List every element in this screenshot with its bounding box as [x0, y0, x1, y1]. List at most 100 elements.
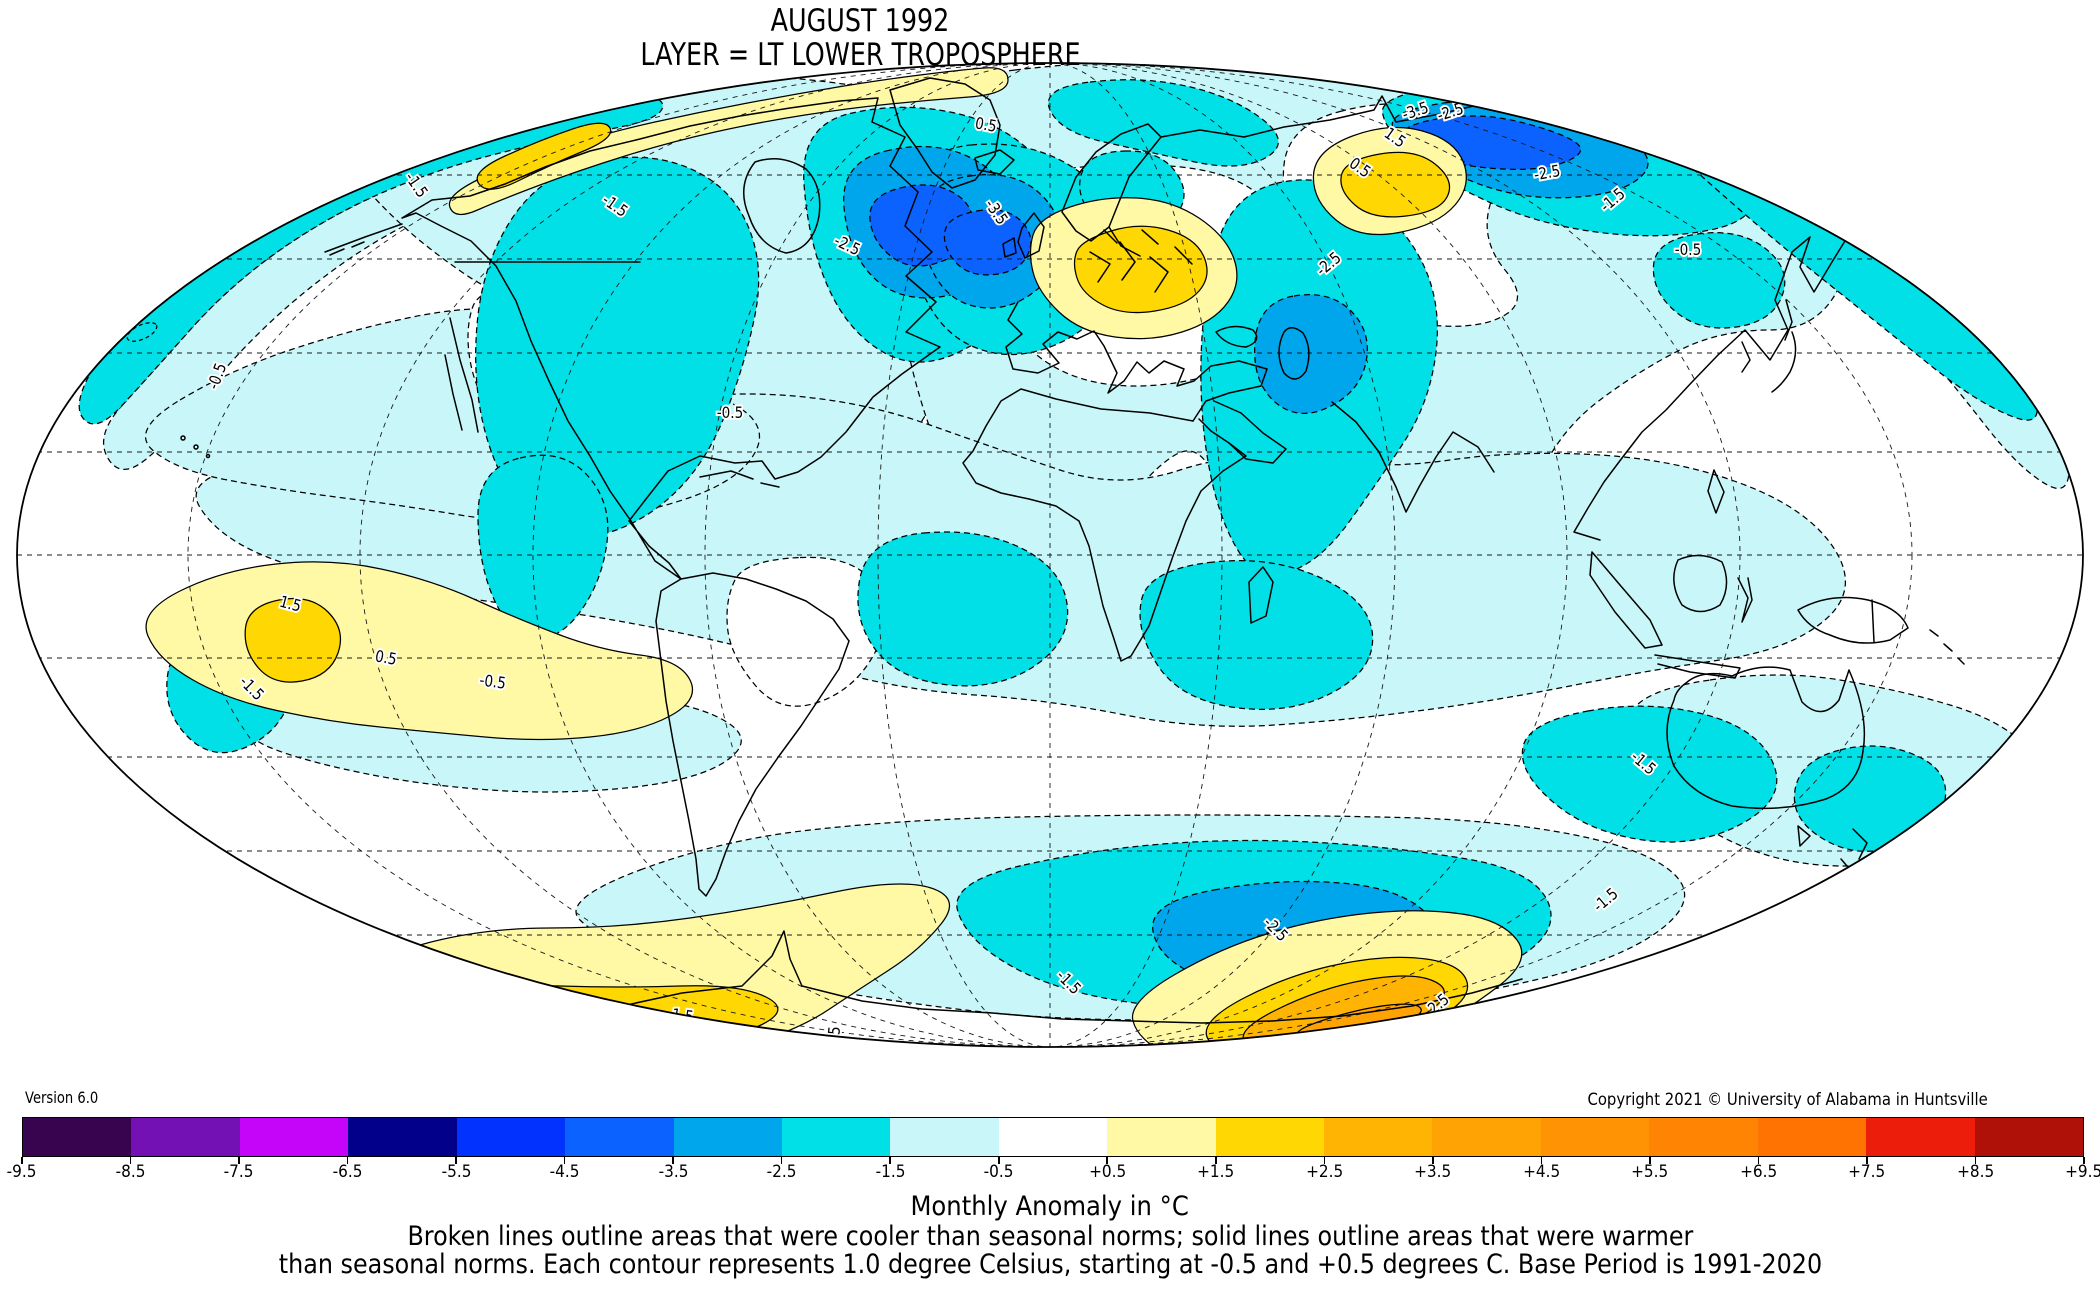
coast-india [1331, 401, 1495, 513]
colorbar-tick-label: +8.5 [1956, 1162, 1995, 1182]
coast-baja [444, 317, 479, 433]
coast-asia-east [1573, 211, 1879, 541]
coast-philippines [1707, 469, 1725, 514]
colorbar-segment [673, 1118, 782, 1156]
cool-anomaly-region [1652, 232, 1786, 329]
colorbar-segment [348, 1118, 457, 1156]
colorbar-segment [1866, 1118, 1975, 1156]
colorbar-segment [1540, 1118, 1650, 1156]
colorbar-tick [1106, 1157, 1109, 1164]
contour-label: 3.5 [1357, 1037, 1382, 1059]
colorbar-tick [1432, 1157, 1434, 1164]
colorbar-segment [239, 1118, 349, 1156]
colorbar-tick-label: +0.5 [1088, 1162, 1126, 1182]
colorbar-tick [1757, 1157, 1760, 1164]
contour-label: -0.5 [824, 1026, 845, 1054]
contour-label: -0.5 [478, 671, 507, 693]
island-hawaii [180, 435, 186, 441]
colorbar-segment [1649, 1118, 1758, 1156]
colorbar-tick [1866, 1157, 1868, 1164]
colorbar-segment [565, 1118, 674, 1156]
contour-label: 0.5 [1239, 1058, 1264, 1080]
colorbar-tick-label: -9.5 [7, 1162, 37, 1182]
warm-anomaly-region [485, 1005, 608, 1039]
colorbar-segment [1215, 1118, 1325, 1156]
coast-aleutians [324, 223, 403, 256]
copyright-label: Copyright 2021 © University of Alabama i… [1587, 1090, 1988, 1109]
colorbar-tick [889, 1157, 891, 1164]
colorbar-tick [997, 1157, 1000, 1164]
contour-label: 0.5 [1185, 1040, 1213, 1067]
colorbar-tick-label: +9.5 [2065, 1162, 2100, 1182]
coast-iceland [974, 149, 1015, 175]
contour-label: -0.5 [1675, 241, 1702, 259]
contour-label: 0.5 [374, 647, 398, 669]
version-label: Version 6.0 [25, 1088, 99, 1107]
colorbar-tick-label: -6.5 [332, 1162, 363, 1182]
colorbar-tick [563, 1157, 566, 1164]
cool-anomaly-region [475, 156, 760, 539]
page-subtitle: LAYER = LT LOWER TROPOSPHERE [639, 37, 1081, 73]
colorbar-tick [1974, 1157, 1977, 1164]
tiny-cool-contour [126, 322, 158, 342]
colorbar-tick-label: +7.5 [1848, 1162, 1886, 1182]
colorbar-title: Monthly Anomaly in °C [910, 1191, 1190, 1222]
contour-label: 0.5 [974, 114, 998, 136]
coast-south-america [655, 572, 850, 897]
coast-black-sea [1215, 325, 1258, 348]
coast-japan-korea [1741, 299, 1797, 393]
colorbar-tick [238, 1157, 240, 1164]
colorbar-tick [129, 1157, 132, 1164]
coast-new-guinea [1797, 596, 1965, 665]
coast-europe-med [1005, 301, 1268, 422]
colorbar-segment [781, 1118, 891, 1156]
colorbar-tick [21, 1157, 23, 1164]
footnote-line2: than seasonal norms. Each contour repres… [278, 1249, 1822, 1280]
contour-label: -0.5 [717, 404, 744, 422]
colorbar-tick-label: -5.5 [441, 1162, 472, 1182]
colorbar-segment [131, 1118, 240, 1156]
borders-europe [1089, 229, 1193, 293]
colorbar-tick-label: -2.5 [766, 1162, 797, 1182]
colorbar-segment [456, 1118, 566, 1156]
coast-australia [1666, 666, 1866, 847]
colorbar-tick-label: -8.5 [115, 1162, 146, 1182]
coast-antarctica [621, 930, 1523, 1024]
coast-caribbean [699, 470, 780, 488]
colorbar-tick [780, 1157, 783, 1164]
coastlines [180, 77, 1965, 1024]
warm-anomaly-region [244, 597, 341, 683]
coast-arabia [1213, 400, 1287, 464]
colorbar-tick-label: -7.5 [224, 1162, 254, 1182]
coast-scandinavia [1061, 123, 1162, 257]
warm-anomaly-region [1073, 225, 1208, 314]
colorbar-tick [1540, 1157, 1543, 1164]
colorbar-segment [998, 1118, 1108, 1156]
colorbar-segment [23, 1118, 132, 1156]
coast-caspian [1278, 327, 1310, 380]
contour-label: 0.5 [728, 1059, 751, 1079]
contour-label: 2.5 [554, 1022, 577, 1042]
colorbar-tick-label: -1.5 [875, 1162, 906, 1182]
coast-hudson-bay [743, 158, 821, 254]
colorbar-tick [1323, 1157, 1326, 1164]
colorbar-tick-label: -3.5 [658, 1162, 689, 1182]
coast-greenland [889, 77, 1001, 189]
colorbar-tick-label: +1.5 [1197, 1162, 1235, 1182]
colorbar-tick [1649, 1157, 1651, 1164]
coast-british-isles [1002, 212, 1045, 259]
page-title: AUGUST 1992 [770, 3, 950, 39]
colorbar-tick [346, 1157, 349, 1164]
colorbar-tick-label: +3.5 [1414, 1162, 1452, 1182]
cool-anomaly-region [857, 531, 1069, 687]
colorbar-tick [455, 1157, 457, 1164]
colorbar-tick [672, 1157, 674, 1164]
colorbar-tick-label: +6.5 [1739, 1162, 1777, 1182]
colorbar-tick [2083, 1157, 2085, 1164]
footnote-line1: Broken lines outline areas that were coo… [407, 1221, 1693, 1252]
colorbar-segment [1324, 1118, 1433, 1156]
colorbar-segment [1432, 1118, 1541, 1156]
warm-anomaly-region [448, 67, 1009, 215]
